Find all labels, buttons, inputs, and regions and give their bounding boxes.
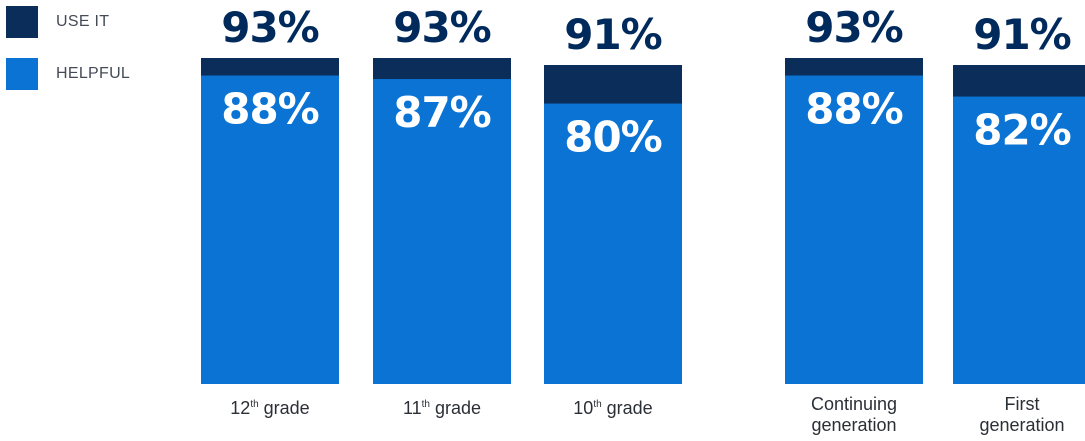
category-label-12th-grade-number: 12 (230, 398, 251, 418)
category-label-10th-grade-sup: th (593, 399, 602, 410)
category-label-10th-grade-text: grade (601, 398, 653, 418)
data-label-helpful-continuing-generation: 88% (805, 85, 903, 134)
category-label-first-line2: generation (979, 415, 1065, 435)
legend-label-use-it: USE IT (56, 13, 110, 30)
data-label-use-it-11th-grade: 93% (393, 3, 491, 52)
data-label-helpful-12th-grade: 88% (221, 85, 319, 134)
bar-helpful-continuing-generation (785, 75, 923, 384)
bar-helpful-10th-grade (544, 103, 682, 385)
data-label-helpful-first-generation: 82% (973, 106, 1071, 155)
category-label-continuing-line2: generation (811, 415, 897, 435)
legend-item-use-it: USE IT (6, 6, 206, 38)
data-label-helpful-11th-grade: 87% (393, 88, 491, 137)
data-label-use-it-10th-grade: 91% (564, 10, 662, 59)
category-label-12th-grade-sup: th (250, 399, 259, 410)
legend-swatch-helpful (6, 58, 38, 90)
category-label-12th-grade-text: grade (258, 398, 310, 418)
category-label-11th-grade-number: 11 (402, 398, 422, 418)
data-label-use-it-12th-grade: 93% (221, 3, 319, 52)
category-label-first-line1: First (1004, 394, 1040, 414)
data-label-use-it-first-generation: 91% (973, 10, 1071, 59)
data-label-helpful-10th-grade: 80% (564, 113, 662, 162)
legend-swatch-use-it (6, 6, 38, 38)
category-label-10th-grade: 10th grade (544, 394, 682, 419)
bar-helpful-11th-grade (373, 79, 511, 384)
category-label-continuing-line1: Continuing (810, 394, 898, 414)
legend-item-helpful: HELPFUL (6, 58, 206, 90)
bar-helpful-12th-grade (201, 75, 339, 384)
category-label-continuing-generation: Continuing generation (785, 394, 923, 436)
category-label-10th-grade-number: 10 (573, 398, 594, 418)
legend-label-helpful: HELPFUL (56, 65, 131, 82)
category-label-first-generation: First generation (953, 394, 1085, 436)
data-label-use-it-continuing-generation: 93% (805, 3, 903, 52)
category-label-11th-grade-sup: th (421, 399, 430, 410)
category-label-11th-grade-text: grade (429, 398, 482, 418)
category-label-12th-grade: 12th grade (201, 394, 339, 419)
bar-helpful-first-generation (953, 96, 1085, 384)
category-label-11th-grade: 11th grade (373, 394, 511, 419)
